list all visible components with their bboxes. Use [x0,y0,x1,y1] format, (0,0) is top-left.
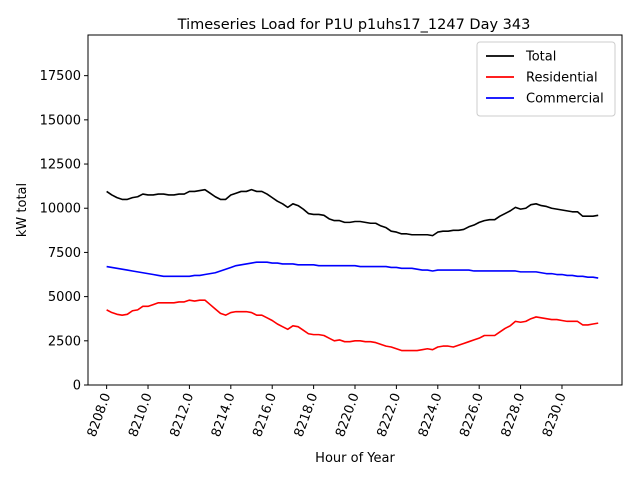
y-tick-label: 15000 [40,113,81,128]
x-axis-label: Hour of Year [315,451,395,466]
y-tick-label: 10000 [40,202,81,217]
y-tick-label: 12500 [40,158,81,173]
y-tick-label: 0 [73,379,81,394]
series-line-commercial [106,261,599,279]
legend-label-total: Total [525,50,556,65]
y-tick-label: 5000 [48,290,81,305]
plot-frame [87,34,623,386]
series-lines [106,188,599,352]
legend-label-commercial: Commercial [526,92,604,107]
y-tick-label: 17500 [40,69,81,84]
series-line-residential [106,299,599,352]
chart-title: Timeseries Load for P1U p1uhs17_1247 Day… [177,17,531,33]
y-axis-ticks: 0 2500 5000 7500 10000 12500 15000 17500 [40,69,88,394]
legend-label-residential: Residential [526,71,598,86]
y-tick-label: 7500 [48,246,81,261]
series-line-total [106,188,599,237]
legend: Total Residential Commercial [476,41,616,117]
y-tick-label: 2500 [48,334,81,349]
y-axis-label: kW total [15,183,30,237]
